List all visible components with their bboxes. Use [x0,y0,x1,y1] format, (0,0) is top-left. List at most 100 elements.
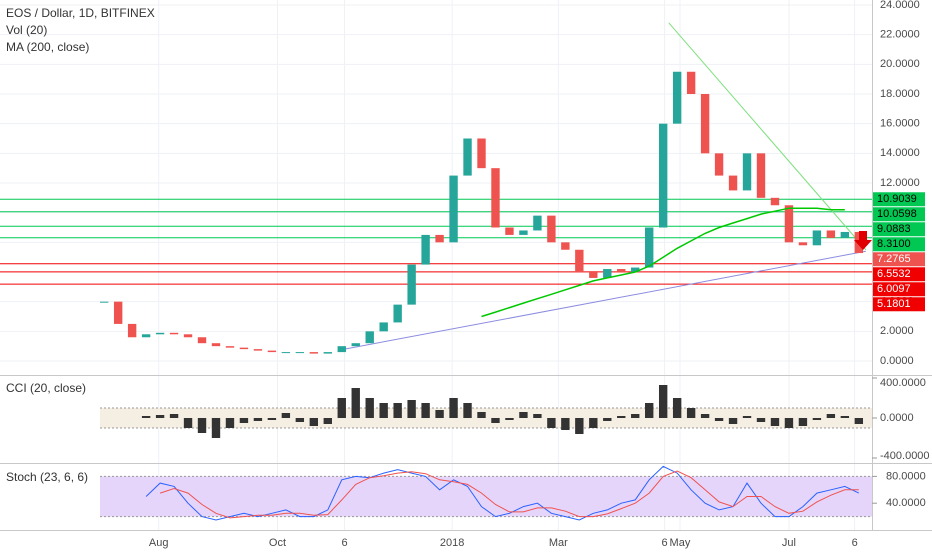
cci-bar [379,403,388,418]
cci-bar [672,398,682,418]
cci-bar [267,418,277,420]
cci-bar [589,418,598,428]
price-label-box [873,207,925,222]
candle [100,301,109,303]
candle [141,334,151,338]
x-tick-label: 6 [662,537,668,549]
candle [477,138,486,169]
cci-bar [756,418,766,422]
cci-bar [658,385,668,418]
x-tick-label: May [670,537,691,549]
candle [742,153,752,191]
cci-bar [337,398,346,418]
stoch-tick-label: 40.0000 [886,497,926,509]
candle [645,227,654,268]
stoch-title: Stoch (23, 6, 6) [6,470,88,484]
cci-bar [393,403,402,418]
cci-bar [826,414,836,418]
price-label-box [873,222,925,237]
cci-bar [617,416,626,418]
cci-bar [603,418,612,421]
candle [840,231,850,238]
cci-bar [295,418,305,422]
cci-bar [463,403,472,418]
price-label: 10.9039 [877,193,917,205]
candle [197,337,207,344]
ma-line [481,207,845,318]
cci-bar [477,412,486,418]
candle [589,272,598,278]
y-tick-label: 16.0000 [880,118,920,130]
y-tick-label: 14.0000 [880,147,920,159]
candle [798,242,808,246]
cci-bar [141,416,151,418]
candle [435,234,444,243]
candle [812,230,822,246]
study-label: MA (200, close) [6,40,89,54]
candle [253,349,263,351]
candle [407,264,416,305]
cci-bar [714,418,724,421]
candle [728,175,738,191]
trend-line [344,250,866,350]
cci-bar [183,418,193,428]
candle [155,332,165,335]
cci-bar [239,418,249,423]
candle [547,215,556,243]
cci-tick-label: 400.0000 [880,377,926,389]
candle [756,153,766,198]
candle [211,343,221,347]
x-tick-label: Mar [549,537,568,549]
cci-bar [798,418,808,426]
stoch-tick-label: 80.0000 [886,470,926,482]
cci-bar [533,414,542,418]
candle [491,168,500,228]
candle [714,153,724,176]
candle [770,197,780,206]
chart-title: EOS / Dollar, 1D, BITFINEX [6,6,155,20]
candle [169,332,179,335]
cci-bar [309,418,319,426]
cci-bar [575,418,584,434]
cci-bar [491,418,500,423]
candle [700,94,710,154]
candle [295,352,305,354]
x-tick-label: Oct [269,537,286,549]
cci-bar [323,418,332,424]
candle [672,71,682,124]
cci-bar [407,400,416,418]
price-label-box [873,237,925,252]
cci-bar [840,416,850,418]
cci-bar [421,403,430,418]
candle [449,175,458,243]
cci-bar [449,398,458,418]
price-label: 6.0097 [877,283,911,295]
candle [463,138,472,176]
price-label: 10.0598 [877,208,917,220]
price-label-box [873,192,925,207]
x-tick-label: Aug [149,537,169,549]
candle [323,352,332,354]
cci-bar [686,408,696,418]
study-label: Vol (20) [6,23,47,37]
cci-bar [812,418,822,420]
candle [183,334,193,338]
candle [603,269,612,278]
candle [267,350,277,353]
cci-bar [742,416,752,418]
cci-bar [281,413,291,418]
candle [519,230,528,235]
price-label: 6.5532 [877,268,911,280]
candle [421,234,430,265]
cci-bar [728,418,738,424]
cci-bar [645,403,654,418]
x-tick-label: 6 [852,537,858,549]
cci-bar [169,414,179,418]
y-tick-label: 20.0000 [880,58,920,70]
down-arrow [854,231,872,250]
candle [239,347,249,350]
candle [826,230,836,238]
candle [393,304,402,323]
